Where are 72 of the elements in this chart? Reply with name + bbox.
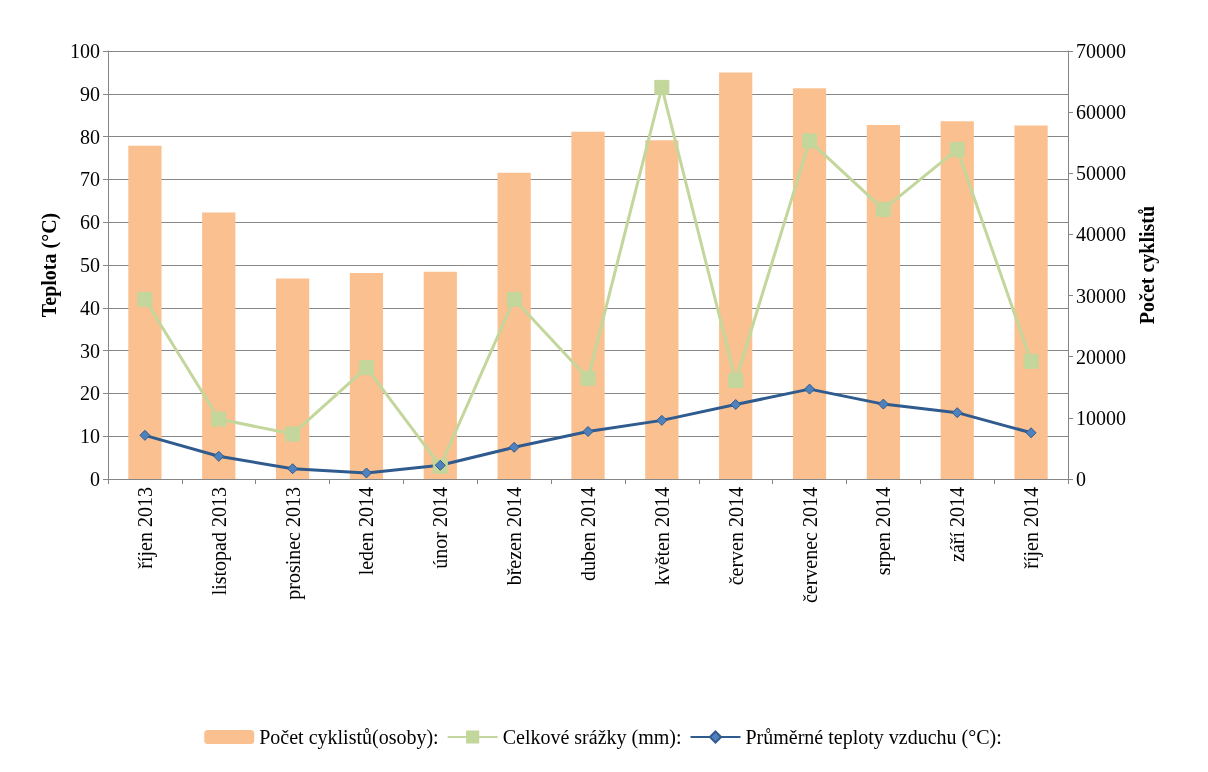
legend-label: Průměrné teploty vzduchu (°C):	[745, 726, 1002, 749]
y2-tick-label: 40000	[1076, 223, 1126, 246]
y-tick-label: 10	[80, 425, 100, 448]
bar	[866, 124, 900, 479]
point	[654, 79, 670, 95]
bar	[571, 131, 605, 479]
point	[139, 429, 151, 441]
y-tick-label: 0	[90, 468, 100, 490]
bar	[276, 278, 310, 479]
x-tick-label: srpen 2014	[872, 487, 896, 576]
x-tick-label: prosinec 2013	[281, 487, 305, 600]
point	[656, 414, 668, 426]
y2-tick-label: 10000	[1076, 406, 1126, 429]
x-tick-label: červen 2014	[724, 487, 747, 586]
bar	[645, 140, 679, 479]
point	[730, 399, 742, 411]
bar	[719, 72, 753, 479]
x-tick-label: říjen 2013	[133, 487, 157, 569]
bar	[202, 212, 236, 479]
point	[508, 441, 520, 453]
point	[506, 291, 522, 307]
bar	[940, 121, 974, 479]
y-tick-label: 50	[80, 254, 100, 276]
bar	[349, 272, 384, 479]
y2-tick-label: 20000	[1076, 345, 1126, 368]
y2-tick-label: 0	[1076, 468, 1086, 490]
y2-tick-label: 50000	[1076, 162, 1126, 185]
point	[1025, 427, 1037, 439]
x-tick-label: leden 2014	[355, 487, 378, 576]
y-tick-label: 60	[80, 211, 100, 234]
bar	[792, 88, 827, 479]
point	[802, 133, 818, 149]
point	[213, 450, 225, 462]
point	[137, 291, 153, 307]
point	[877, 398, 889, 410]
legend-label: Celkové srážky (mm):	[502, 726, 682, 749]
bar	[1014, 125, 1048, 479]
y-tick-label: 80	[80, 125, 100, 148]
point	[949, 141, 965, 157]
y-axis-title: Teplota (°C)	[38, 212, 62, 318]
y2-tick-label: 70000	[1076, 40, 1126, 62]
point	[951, 407, 963, 419]
x-tick-label: únor 2014	[429, 487, 452, 569]
point	[358, 360, 374, 376]
point	[804, 383, 816, 395]
y-tick-label: 100	[70, 40, 100, 62]
point	[285, 426, 301, 442]
bar	[128, 145, 162, 479]
y-tick-label: 90	[80, 82, 100, 105]
x-tick-label: září 2014	[946, 487, 969, 562]
point	[1023, 353, 1039, 369]
point	[582, 425, 594, 437]
point	[211, 411, 227, 427]
x-tick-label: červenec 2014	[798, 487, 821, 604]
bar	[497, 172, 531, 479]
y2-tick-label: 30000	[1076, 284, 1126, 307]
y-tick-label: 30	[80, 339, 100, 362]
x-tick-label: říjen 2014	[1020, 487, 1044, 569]
y-tick-label: 20	[80, 382, 100, 405]
y-tick-label: 70	[80, 168, 100, 191]
legend-label: Počet cyklistů(osoby):	[259, 726, 439, 749]
point	[580, 370, 596, 386]
y-tick-label: 40	[80, 296, 100, 319]
bar	[423, 271, 457, 479]
x-tick-label: listopad 2013	[207, 487, 231, 596]
y2-tick-label: 60000	[1076, 101, 1126, 124]
y2-axis-title: Počet cyklistů	[1135, 205, 1159, 325]
x-tick-label: květen 2014	[650, 487, 673, 586]
x-tick-label: duben 2014	[577, 487, 599, 581]
point	[728, 373, 744, 389]
point	[875, 201, 891, 217]
x-tick-label: březen 2014	[503, 487, 526, 586]
